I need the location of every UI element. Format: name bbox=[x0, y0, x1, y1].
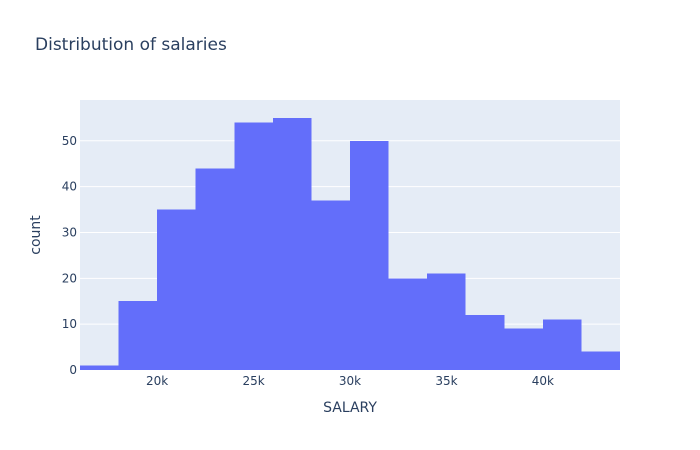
x-tick-label: 30k bbox=[339, 374, 361, 388]
x-tick-label: 40k bbox=[532, 374, 554, 388]
y-tick-label: 40 bbox=[62, 180, 77, 194]
histogram-bar bbox=[465, 314, 505, 370]
histogram-bar bbox=[234, 122, 273, 371]
x-tick-label: 25k bbox=[242, 374, 264, 388]
histogram-bar bbox=[272, 117, 312, 370]
histogram-bar bbox=[427, 273, 466, 370]
histogram-bar bbox=[581, 351, 620, 370]
bars-layer bbox=[80, 117, 620, 371]
chart-title: Distribution of salaries bbox=[35, 35, 227, 55]
x-tick-label: 20k bbox=[146, 374, 168, 388]
y-tick-layer: 0 10 20 30 40 50 bbox=[62, 134, 77, 377]
x-axis-title: SALARY bbox=[323, 400, 377, 416]
x-tick-layer: 20k 25k 30k 35k 40k bbox=[146, 374, 554, 388]
y-tick-label: 30 bbox=[62, 225, 77, 239]
y-axis-title: count bbox=[28, 215, 44, 255]
histogram-bar bbox=[350, 140, 389, 370]
x-tick-label: 35k bbox=[435, 374, 457, 388]
histogram-bar bbox=[388, 278, 428, 370]
histogram-bar bbox=[504, 328, 543, 370]
y-tick-label: 50 bbox=[62, 134, 77, 148]
histogram-bar bbox=[311, 200, 350, 370]
y-tick-label: 10 bbox=[62, 317, 77, 331]
histogram-bar bbox=[157, 209, 196, 370]
histogram-bar bbox=[118, 301, 158, 370]
histogram-bar bbox=[195, 168, 235, 370]
y-tick-label: 20 bbox=[62, 271, 77, 285]
y-tick-label: 0 bbox=[69, 363, 77, 377]
histogram-bar bbox=[542, 319, 582, 370]
histogram-bar bbox=[80, 365, 119, 370]
